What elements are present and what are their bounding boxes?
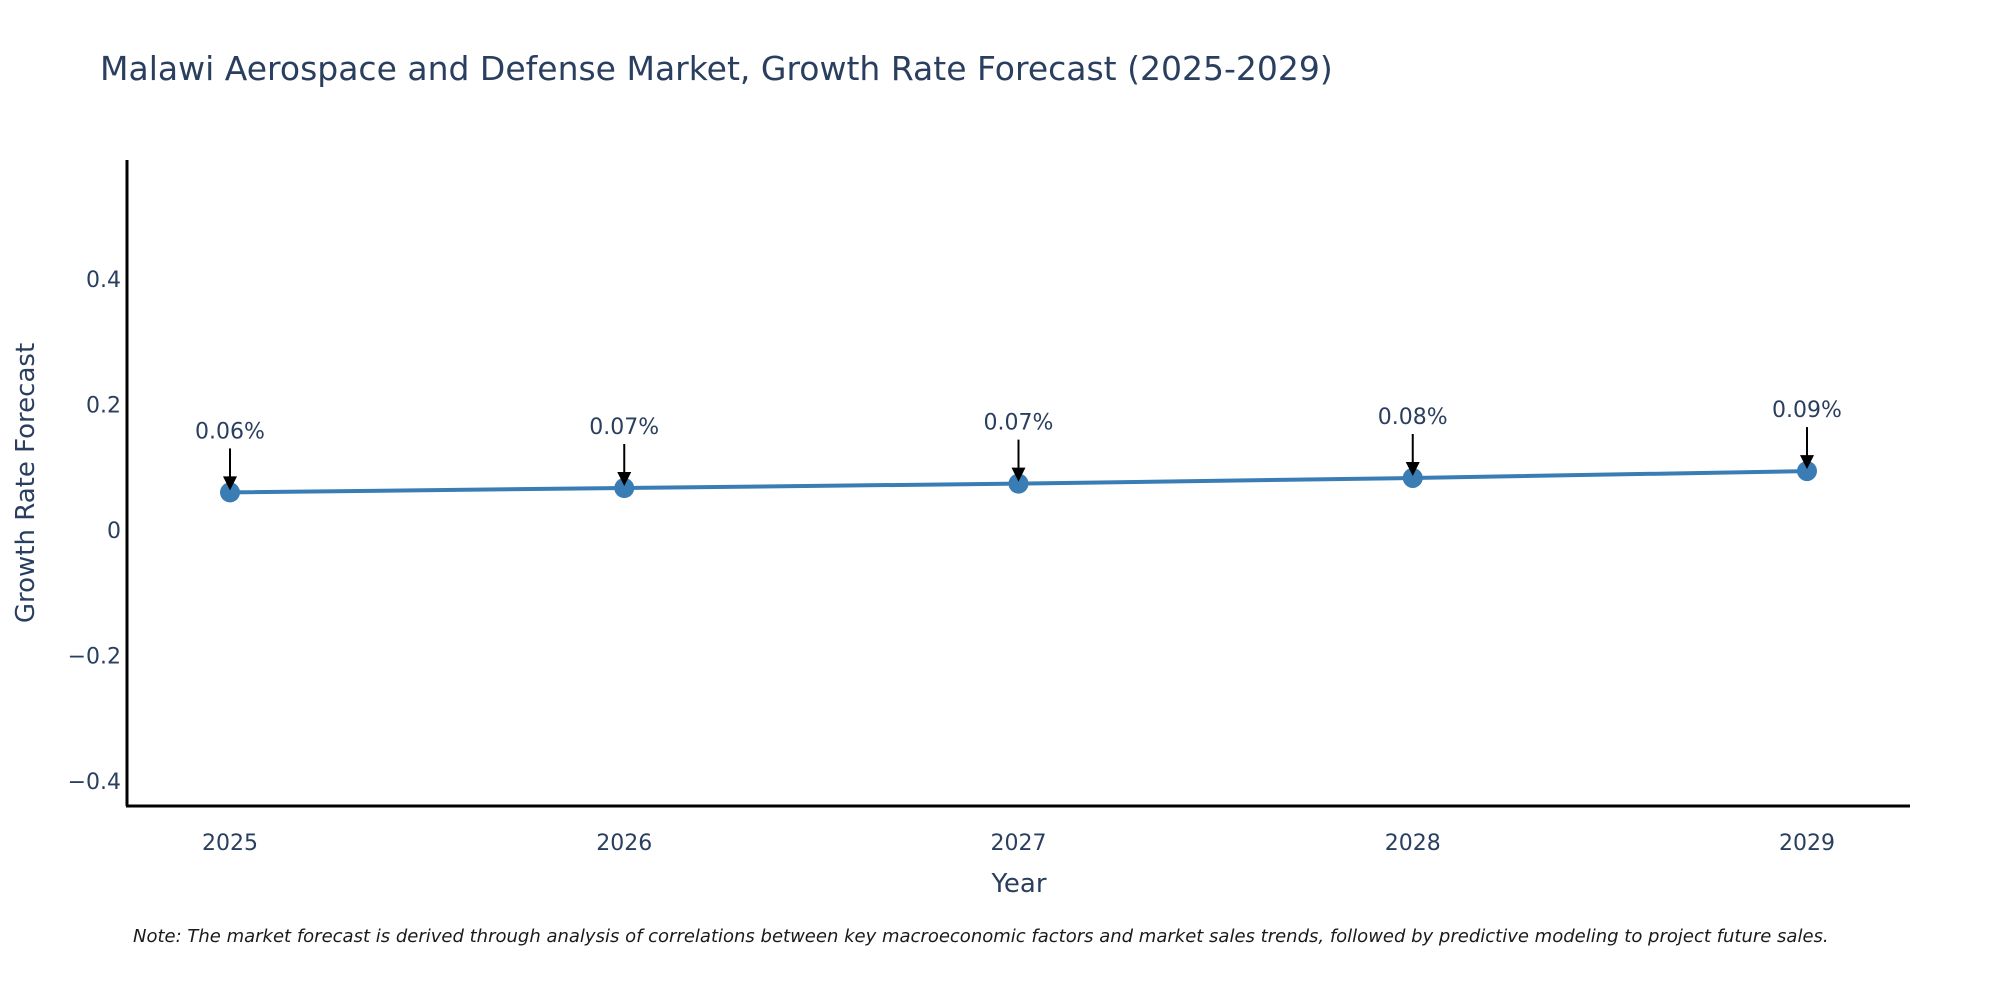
x-axis-ticks: 2025 2026 2027 2028 2029 [202, 831, 1835, 856]
annotation-arrow-head [617, 472, 632, 487]
chart-title: Malawi Aerospace and Defense Market, Gro… [100, 49, 1333, 88]
data-point [1797, 461, 1817, 482]
y-tick-label: −0.4 [68, 770, 121, 795]
data-label: 0.08% [1378, 405, 1448, 430]
data-point [614, 478, 635, 499]
data-point [1402, 467, 1423, 488]
x-tick-label: 2027 [991, 831, 1047, 856]
y-tick-label: −0.2 [68, 644, 121, 669]
y-tick-label: 0.2 [86, 394, 121, 419]
data-label: 0.09% [1772, 398, 1842, 423]
x-tick-label: 2028 [1385, 831, 1441, 856]
y-tick-label: 0 [107, 519, 121, 544]
x-axis-title: Year [990, 869, 1046, 899]
data-label: 0.06% [195, 419, 265, 444]
annotation-arrow-head [1800, 455, 1814, 470]
x-tick-label: 2029 [1779, 831, 1835, 856]
y-axis-title: Growth Rate Forecast [11, 343, 41, 623]
x-tick-label: 2026 [596, 831, 652, 856]
annotation-arrow-head [223, 476, 237, 491]
annotation-layer: 0.06% 0.07% 0.07% 0.08% 0.09% [195, 398, 1842, 491]
annotation-arrow-head [1011, 467, 1026, 482]
annotation-arrow-head [1405, 461, 1420, 476]
series-layer [220, 461, 1817, 503]
y-axis-ticks: 0.4 0.2 0 −0.2 −0.4 [68, 268, 121, 795]
data-label: 0.07% [984, 411, 1054, 436]
x-tick-label: 2025 [202, 831, 258, 856]
y-tick-label: 0.4 [86, 268, 121, 293]
data-label: 0.07% [589, 415, 659, 440]
data-point [220, 482, 240, 503]
data-point [1008, 473, 1029, 494]
chart-note: Note: The market forecast is derived thr… [133, 926, 1829, 947]
